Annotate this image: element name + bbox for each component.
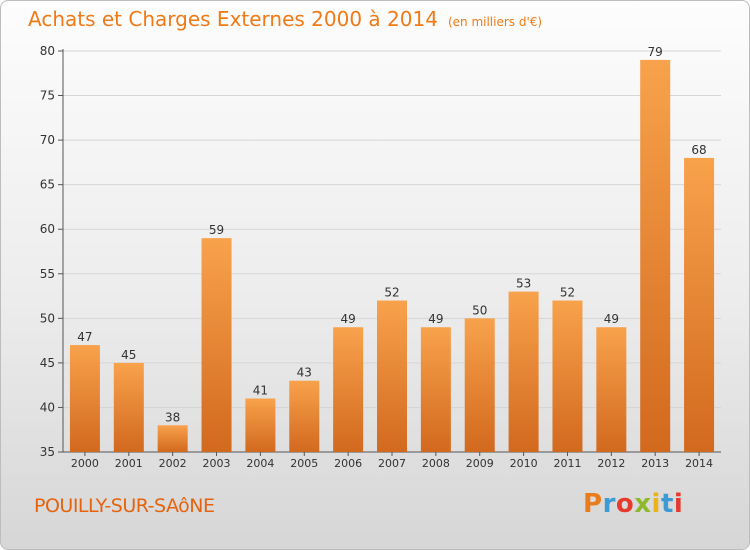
data-label-2002: 38 (165, 410, 180, 424)
x-tick-label-2008: 2008 (422, 457, 450, 470)
x-tick-label-2011: 2011 (553, 457, 581, 470)
y-tick-label: 65 (40, 178, 55, 192)
data-label-2005: 43 (297, 366, 312, 380)
bar-2012 (596, 327, 627, 452)
y-tick-label: 80 (40, 44, 55, 58)
y-tick-label: 50 (40, 311, 55, 325)
data-label-2011: 52 (560, 286, 575, 300)
y-tick-label: 45 (40, 356, 55, 370)
data-label-2013: 79 (648, 45, 663, 59)
bar-2010 (508, 291, 539, 452)
chart-title: Achats et Charges Externes 2000 à 2014 (28, 7, 438, 31)
commune-name: POUILLY-SUR-SAôNE (34, 495, 215, 517)
x-tick-labels: 2000 2001 2002 2003 2004 2005 2006 2007 2008 2009… (71, 457, 713, 470)
data-label-2000: 47 (77, 330, 92, 344)
data-label-2008: 49 (428, 312, 443, 326)
x-tick-label-2000: 2000 (71, 457, 99, 470)
bar-2000 (69, 345, 100, 452)
y-tick-label: 40 (40, 400, 55, 414)
data-label-2003: 59 (209, 223, 224, 237)
bar-2005 (289, 380, 320, 452)
data-label-2009: 50 (472, 303, 487, 317)
data-label-2004: 41 (253, 384, 268, 398)
chart-subtitle: (en milliers d'€) (447, 15, 543, 29)
bar-2002 (157, 425, 188, 452)
y-tick-label: 35 (40, 445, 55, 459)
bar-2006 (333, 327, 364, 452)
data-label-2006: 49 (340, 312, 355, 326)
data-label-2012: 49 (604, 312, 619, 326)
y-tick-label: 60 (40, 222, 55, 236)
data-label-2001: 45 (121, 348, 136, 362)
bar-2013 (640, 59, 671, 453)
y-tick-labels: 35 40 45 50 55 60 65 70 75 80 (40, 44, 55, 459)
x-tick-label-2009: 2009 (466, 457, 494, 470)
bar-2009 (464, 318, 495, 452)
x-tick-label-2007: 2007 (378, 457, 406, 470)
data-labels: 47 45 38 59 41 43 49 52 49 50 53 52 49 79 68 (77, 45, 706, 424)
data-label-2007: 52 (384, 286, 399, 300)
bar-2011 (552, 300, 583, 452)
x-tick-label-2001: 2001 (115, 457, 143, 470)
y-tick-label: 55 (40, 267, 55, 281)
data-label-2010: 53 (516, 277, 531, 291)
y-tick-label: 75 (40, 89, 55, 103)
bar-2014 (684, 157, 715, 452)
x-tick-label-2002: 2002 (159, 457, 187, 470)
x-tick-label-2010: 2010 (510, 457, 538, 470)
x-tick-label-2003: 2003 (203, 457, 231, 470)
x-tick-label-2005: 2005 (290, 457, 318, 470)
chart-title-row: Achats et Charges Externes 2000 à 2014 (e… (28, 7, 542, 31)
bar-2004 (245, 398, 276, 452)
x-tick-label-2014: 2014 (685, 457, 713, 470)
x-tick-label-2012: 2012 (597, 457, 625, 470)
data-label-2014: 68 (691, 143, 706, 157)
x-tick-label-2013: 2013 (641, 457, 669, 470)
bar-2001 (113, 362, 144, 452)
bars (69, 59, 715, 453)
bar-2007 (377, 300, 407, 452)
x-tick-label-2006: 2006 (334, 457, 362, 470)
y-tick-label: 70 (40, 133, 55, 147)
x-tick-label-2004: 2004 (246, 457, 274, 470)
proxiti-logo: Proxiti (583, 489, 684, 519)
bar-2003 (201, 238, 232, 452)
bar-2008 (420, 327, 451, 452)
